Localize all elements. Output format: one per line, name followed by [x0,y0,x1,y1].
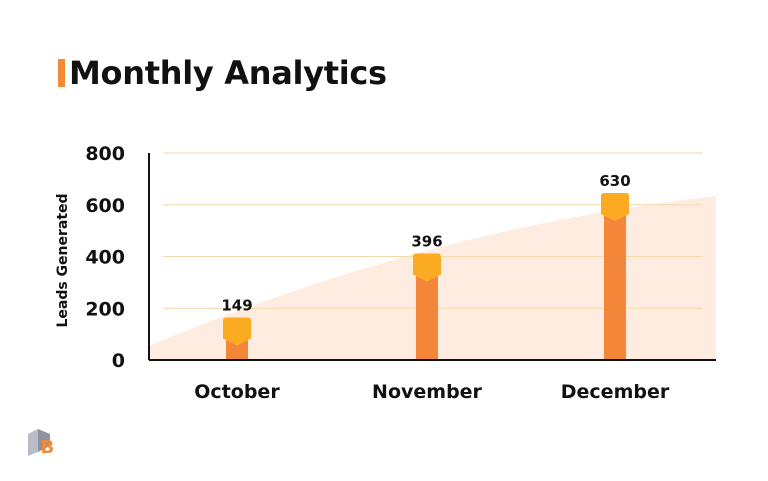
y-tick-label: 200 [85,298,125,320]
logo-letter: B [41,437,55,458]
chart-title: Monthly Analytics [69,54,387,92]
data-label: 630 [599,172,630,190]
bar-cap [601,192,629,221]
y-axis-label: Leads Generated [55,193,71,327]
bar [416,261,438,360]
logo-left-face [28,429,38,456]
bar [604,200,626,360]
y-tick-label: 400 [85,247,125,269]
chart-title-wrap: Monthly Analytics [58,54,387,92]
title-accent-bar [58,59,65,87]
data-label: 396 [411,233,442,251]
x-tick-label: November [372,381,483,403]
data-label: 149 [221,296,252,314]
logo-right-face [38,429,50,452]
bar-cap [223,317,251,346]
y-tick-label: 600 [85,195,125,217]
bar-cap [413,253,441,282]
y-tick-label: 800 [85,143,125,165]
y-tick-label: 0 [112,350,125,372]
x-tick-label: December [561,381,670,403]
ub-logo-icon: B [28,429,55,458]
x-tick-label: October [194,381,280,403]
